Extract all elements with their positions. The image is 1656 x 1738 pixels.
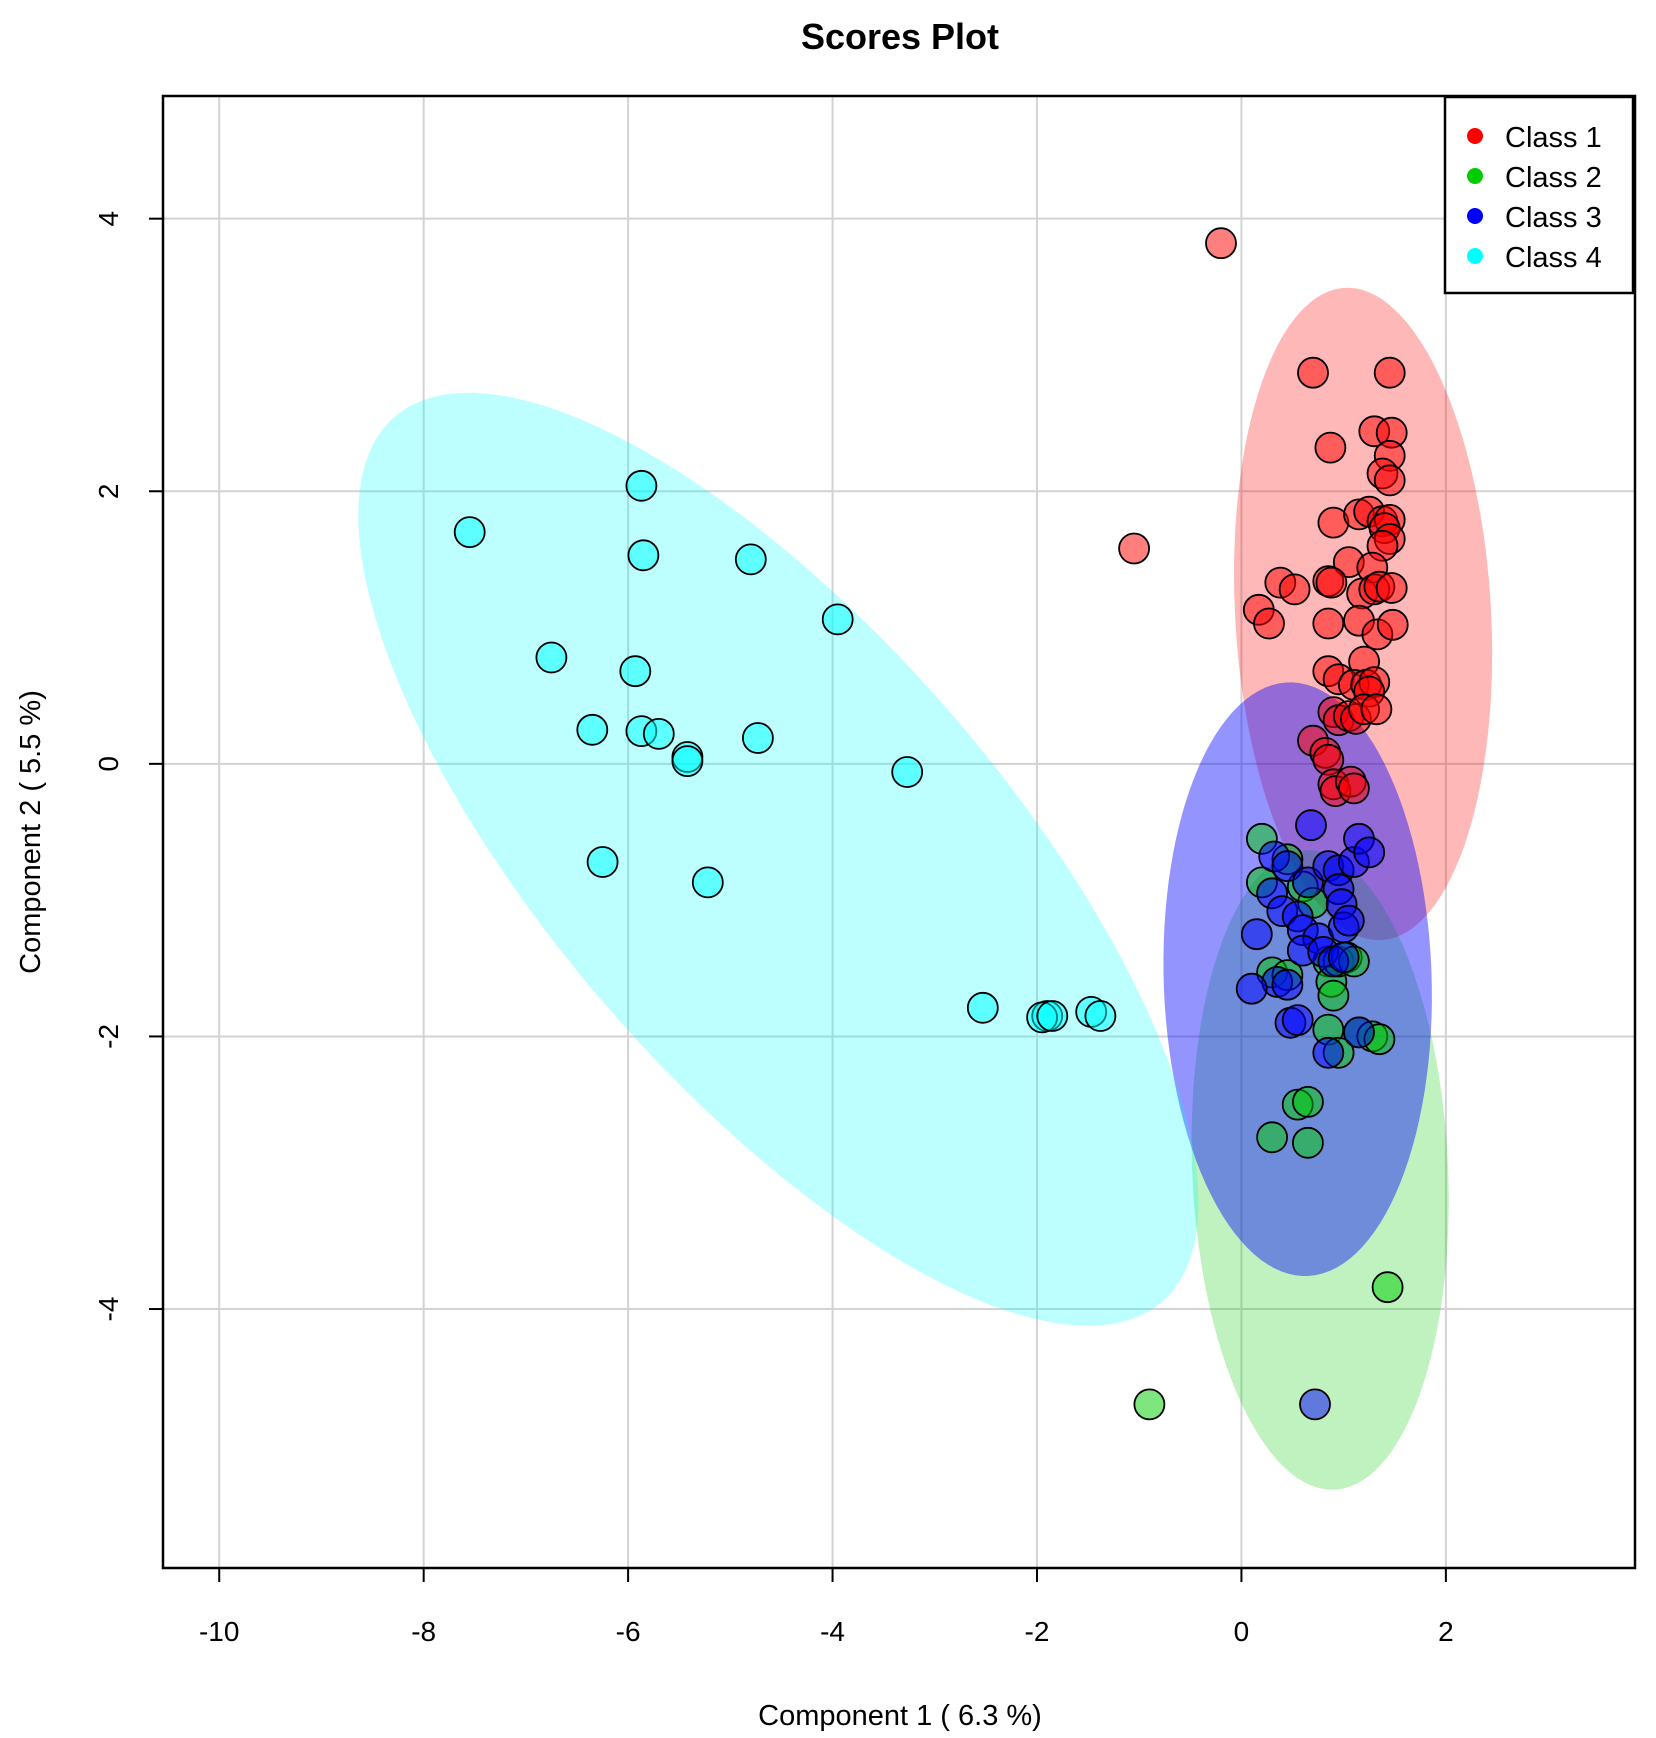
point-class-4-0 <box>453 516 486 548</box>
point-class-4-21 <box>1084 1000 1117 1032</box>
confidence-ellipses <box>358 287 1493 1490</box>
point-class-2-23 <box>1133 1388 1166 1421</box>
point-class-1-2 <box>1297 356 1329 389</box>
point-class-4-2 <box>627 539 660 572</box>
y-tick-label-3: 2 <box>93 484 124 500</box>
point-class-1-33 <box>1376 608 1409 641</box>
x-tick-label-5: 0 <box>1234 1616 1250 1647</box>
point-class-1-3 <box>1373 356 1406 389</box>
legend-label-class-4: Class 4 <box>1505 242 1602 274</box>
ellipse-class-4 <box>358 392 1199 1326</box>
legend-label-class-3: Class 3 <box>1505 202 1602 234</box>
x-axis-label: Component 1 ( 6.3 %) <box>758 1700 1042 1732</box>
legend-marker-class-2 <box>1467 168 1483 184</box>
point-class-3-29 <box>1312 1036 1345 1069</box>
point-class-4-14 <box>586 846 619 878</box>
y-tick-label-2: 0 <box>93 756 124 772</box>
x-tick-label-2: -6 <box>616 1616 641 1647</box>
data-points <box>453 227 1409 1421</box>
y-axis: -4 -2 0 2 4 <box>93 211 164 1322</box>
point-class-1-9 <box>1373 464 1406 497</box>
point-class-1-0 <box>1205 227 1237 260</box>
point-class-4-9 <box>642 718 675 750</box>
x-tick-label-4: -2 <box>1025 1616 1050 1647</box>
point-class-2-20 <box>1256 1121 1288 1154</box>
legend-marker-class-3 <box>1467 208 1483 224</box>
legend-box <box>1443 95 1635 295</box>
point-class-1-30 <box>1312 607 1345 640</box>
point-class-1-27 <box>1375 572 1408 604</box>
point-class-3-17 <box>1332 904 1365 937</box>
point-class-3-24 <box>1271 968 1304 1001</box>
point-class-2-19 <box>1292 1086 1324 1118</box>
point-class-4-19 <box>1036 1000 1069 1032</box>
point-class-4-6 <box>619 655 652 688</box>
y-tick-label-1: -2 <box>93 1024 124 1049</box>
point-class-1-4 <box>1314 431 1347 464</box>
point-class-3-18 <box>1240 918 1273 951</box>
legend-label-class-2: Class 2 <box>1505 162 1602 194</box>
point-class-3-27 <box>1281 1004 1314 1036</box>
x-tick-label-3: -4 <box>820 1616 845 1647</box>
point-class-2-21 <box>1292 1126 1324 1159</box>
x-tick-label-6: 2 <box>1438 1616 1454 1647</box>
point-class-1-29 <box>1253 607 1285 640</box>
y-tick-label-0: -4 <box>93 1297 124 1322</box>
point-class-4-5 <box>535 641 568 674</box>
point-class-4-4 <box>821 603 854 636</box>
legend: Class 1 Class 2 Class 3 Class 4 <box>1443 95 1635 295</box>
point-class-3-8 <box>1353 836 1386 869</box>
x-tick-label-1: -8 <box>411 1616 436 1647</box>
legend-marker-class-1 <box>1467 128 1483 144</box>
point-class-4-16 <box>966 991 999 1024</box>
point-class-4-1 <box>625 469 658 502</box>
x-axis: -10 -8 -6 -4 -2 0 2 <box>199 1567 1454 1647</box>
legend-label-class-1: Class 1 <box>1505 122 1602 154</box>
point-class-3-0 <box>1295 809 1327 842</box>
point-class-4-13 <box>891 756 924 788</box>
x-tick-label-0: -10 <box>199 1616 239 1647</box>
point-class-1-23 <box>1315 566 1348 599</box>
point-class-3-22 <box>1327 941 1360 974</box>
legend-marker-class-4 <box>1467 248 1483 264</box>
point-class-4-12 <box>742 722 774 754</box>
point-class-1-21 <box>1278 573 1311 606</box>
point-class-2-22 <box>1371 1271 1404 1304</box>
point-class-1-46 <box>1360 693 1393 726</box>
point-class-3-28 <box>1343 1016 1375 1049</box>
y-axis-label: Component 2 ( 5.5 %) <box>15 690 47 974</box>
point-class-3-30 <box>1299 1388 1331 1421</box>
point-class-4-3 <box>734 543 767 576</box>
point-class-3-25 <box>1235 972 1268 1005</box>
y-tick-label-4: 4 <box>93 211 124 227</box>
point-class-4-15 <box>691 866 724 899</box>
point-class-4-7 <box>576 713 609 746</box>
point-class-2-9 <box>1317 979 1350 1012</box>
ellipse-class-2 <box>1191 850 1449 1490</box>
point-class-1-1 <box>1118 532 1150 565</box>
chart-title: Scores Plot <box>801 16 999 57</box>
point-class-1-53 <box>1338 772 1370 805</box>
point-class-4-11 <box>671 745 704 777</box>
